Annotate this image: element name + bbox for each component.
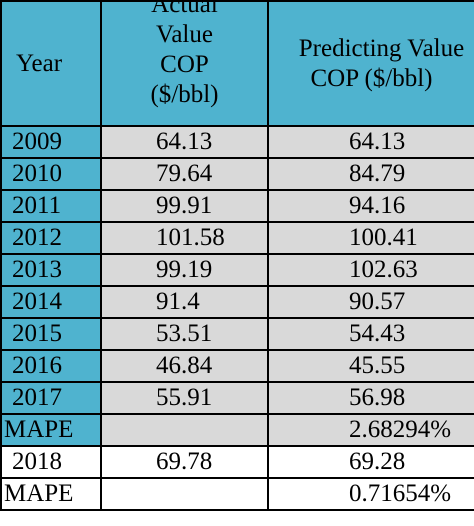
actual-value-cell: 46.84 [100, 349, 269, 383]
table-row: 2017 55.91 56.98 [0, 381, 474, 415]
table-row: MAPE 2.68294% [0, 413, 474, 447]
header-actual-line-1: Actual [151, 1, 218, 18]
actual-value-cell: 53.51 [100, 317, 269, 351]
header-year-line: Year [16, 49, 63, 77]
actual-value-cell: 101.58 [100, 221, 269, 255]
predicting-value-cell: 84.79 [267, 157, 474, 191]
header-actual-line-3: COP [160, 51, 209, 78]
table-row: 2012 101.58 100.41 [0, 221, 474, 255]
table-row: 2014 91.4 90.57 [0, 285, 474, 319]
table-row: MAPE 0.71654% [0, 477, 474, 511]
actual-value-cell [100, 413, 269, 447]
header-predicting-line-2: COP ($/bbl) [310, 64, 433, 92]
predicting-value-cell: 69.28 [267, 445, 474, 479]
header-actual-line-2: Value [156, 21, 213, 48]
predicting-value-cell: 102.63 [267, 253, 474, 287]
mape-value-cell: 0.71654% [267, 477, 474, 511]
table-row: 2015 53.51 54.43 [0, 317, 474, 351]
header-actual-line-4: ($/bbl) [150, 81, 219, 108]
predicting-value-cell: 94.16 [267, 189, 474, 223]
table-body: 2009 64.13 64.13 2010 79.64 84.79 2011 99.91 94.… [0, 125, 474, 511]
actual-value-cell: 99.19 [100, 253, 269, 287]
mape-label-cell: MAPE [0, 477, 102, 511]
year-cell: 2017 [0, 381, 102, 415]
year-cell: 2014 [0, 285, 102, 319]
header-actual: Actual Value COP ($/bbl) [100, 0, 269, 127]
actual-value-cell [100, 477, 269, 511]
table-row: 2009 64.13 64.13 [0, 125, 474, 159]
actual-value-cell: 64.13 [100, 125, 269, 159]
year-cell: 2011 [0, 189, 102, 223]
year-cell: 2013 [0, 253, 102, 287]
actual-value-cell: 55.91 [100, 381, 269, 415]
predicting-value-cell: 56.98 [267, 381, 474, 415]
table-row: 2013 99.19 102.63 [0, 253, 474, 287]
header-predicting: Predicting Value COP ($/bbl) [267, 0, 474, 127]
predicting-value-cell: 45.55 [267, 349, 474, 383]
table-row: 2011 99.91 94.16 [0, 189, 474, 223]
predicting-value-cell: 64.13 [267, 125, 474, 159]
cop-table: Year Actual Value COP ($/bbl) Predicting… [0, 0, 474, 511]
actual-value-cell: 99.91 [100, 189, 269, 223]
predicting-value-cell: 54.43 [267, 317, 474, 351]
header-year: Year [0, 0, 102, 127]
year-cell: 2018 [0, 445, 102, 479]
table-row: 2010 79.64 84.79 [0, 157, 474, 191]
table-row: 2018 69.78 69.28 [0, 445, 474, 479]
header-predicting-line-1: Predicting Value [298, 34, 465, 62]
mape-label-cell: MAPE [0, 413, 102, 447]
year-cell: 2016 [0, 349, 102, 383]
actual-value-cell: 91.4 [100, 285, 269, 319]
actual-value-cell: 79.64 [100, 157, 269, 191]
predicting-value-cell: 100.41 [267, 221, 474, 255]
year-cell: 2009 [0, 125, 102, 159]
year-cell: 2015 [0, 317, 102, 351]
year-cell: 2012 [0, 221, 102, 255]
actual-value-cell: 69.78 [100, 445, 269, 479]
table-row: 2016 46.84 45.55 [0, 349, 474, 383]
predicting-value-cell: 90.57 [267, 285, 474, 319]
mape-value-cell: 2.68294% [267, 413, 474, 447]
header-row: Year Actual Value COP ($/bbl) Predicting… [0, 0, 474, 127]
year-cell: 2010 [0, 157, 102, 191]
